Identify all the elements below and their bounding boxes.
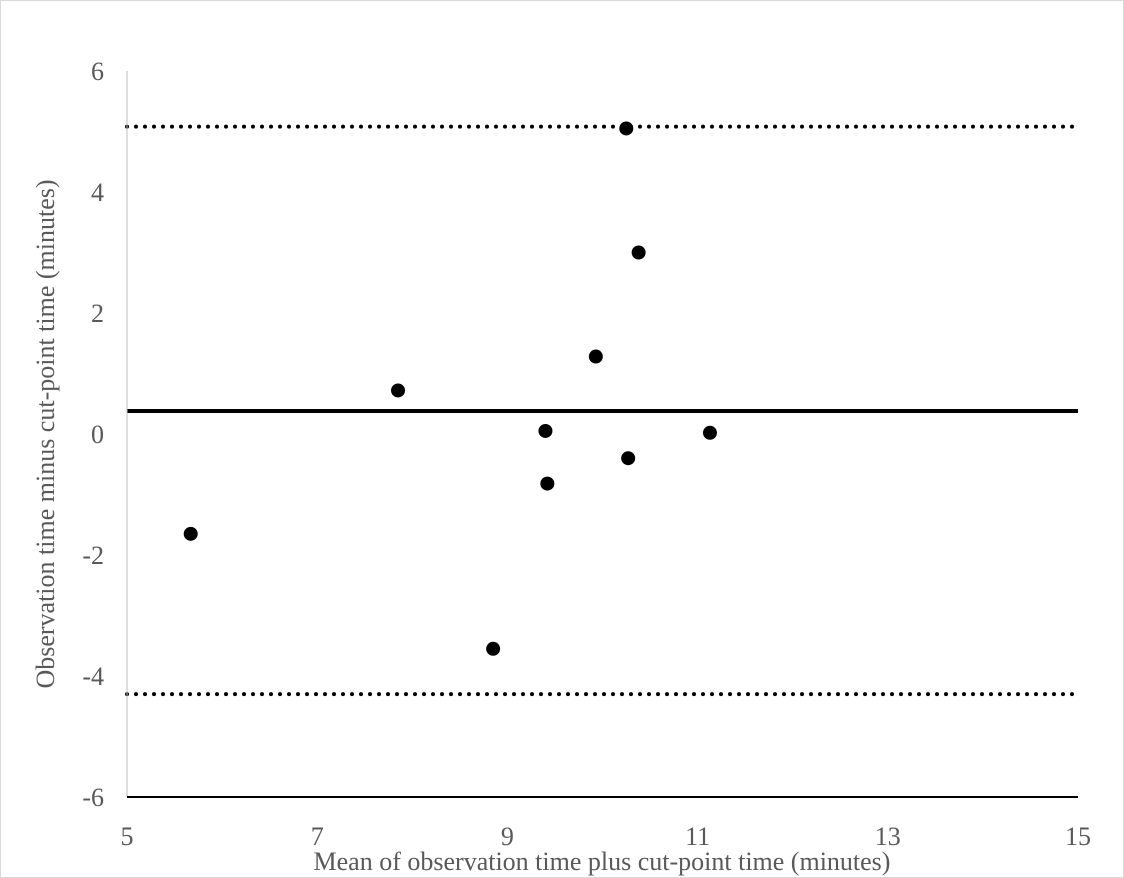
x-tick-label: 15 — [1065, 822, 1091, 851]
x-tick-label: 5 — [121, 822, 134, 851]
x-axis-title: Mean of observation time plus cut-point … — [314, 847, 891, 876]
x-tick-label: 7 — [311, 822, 324, 851]
data-point — [391, 383, 406, 398]
data-point — [486, 641, 501, 656]
data-points — [183, 121, 717, 656]
x-tick-labels: 5 7 9 11 13 15 — [121, 822, 1092, 851]
data-point — [540, 476, 555, 491]
axes — [126, 71, 1078, 798]
data-point — [621, 451, 636, 466]
y-tick-label: 2 — [91, 299, 104, 328]
y-tick-labels: -6 -4 -2 0 2 4 6 — [82, 57, 104, 812]
reference-lines — [125, 124, 1080, 697]
data-point — [183, 526, 198, 541]
x-tick-label: 11 — [685, 822, 710, 851]
y-tick-label: 0 — [91, 420, 104, 449]
data-point — [619, 121, 634, 136]
x-tick-label: 9 — [501, 822, 514, 851]
y-tick-label: -4 — [82, 662, 104, 691]
data-point — [702, 425, 717, 440]
y-tick-label: -6 — [82, 783, 104, 812]
data-point — [588, 349, 603, 364]
x-tick-label: 13 — [875, 822, 901, 851]
data-point — [631, 245, 646, 260]
y-tick-label: -2 — [82, 541, 104, 570]
y-tick-label: 6 — [91, 57, 104, 86]
data-point — [538, 423, 553, 438]
y-axis-title: Observation time minus cut-point time (m… — [31, 179, 60, 688]
y-tick-label: 4 — [91, 178, 104, 207]
